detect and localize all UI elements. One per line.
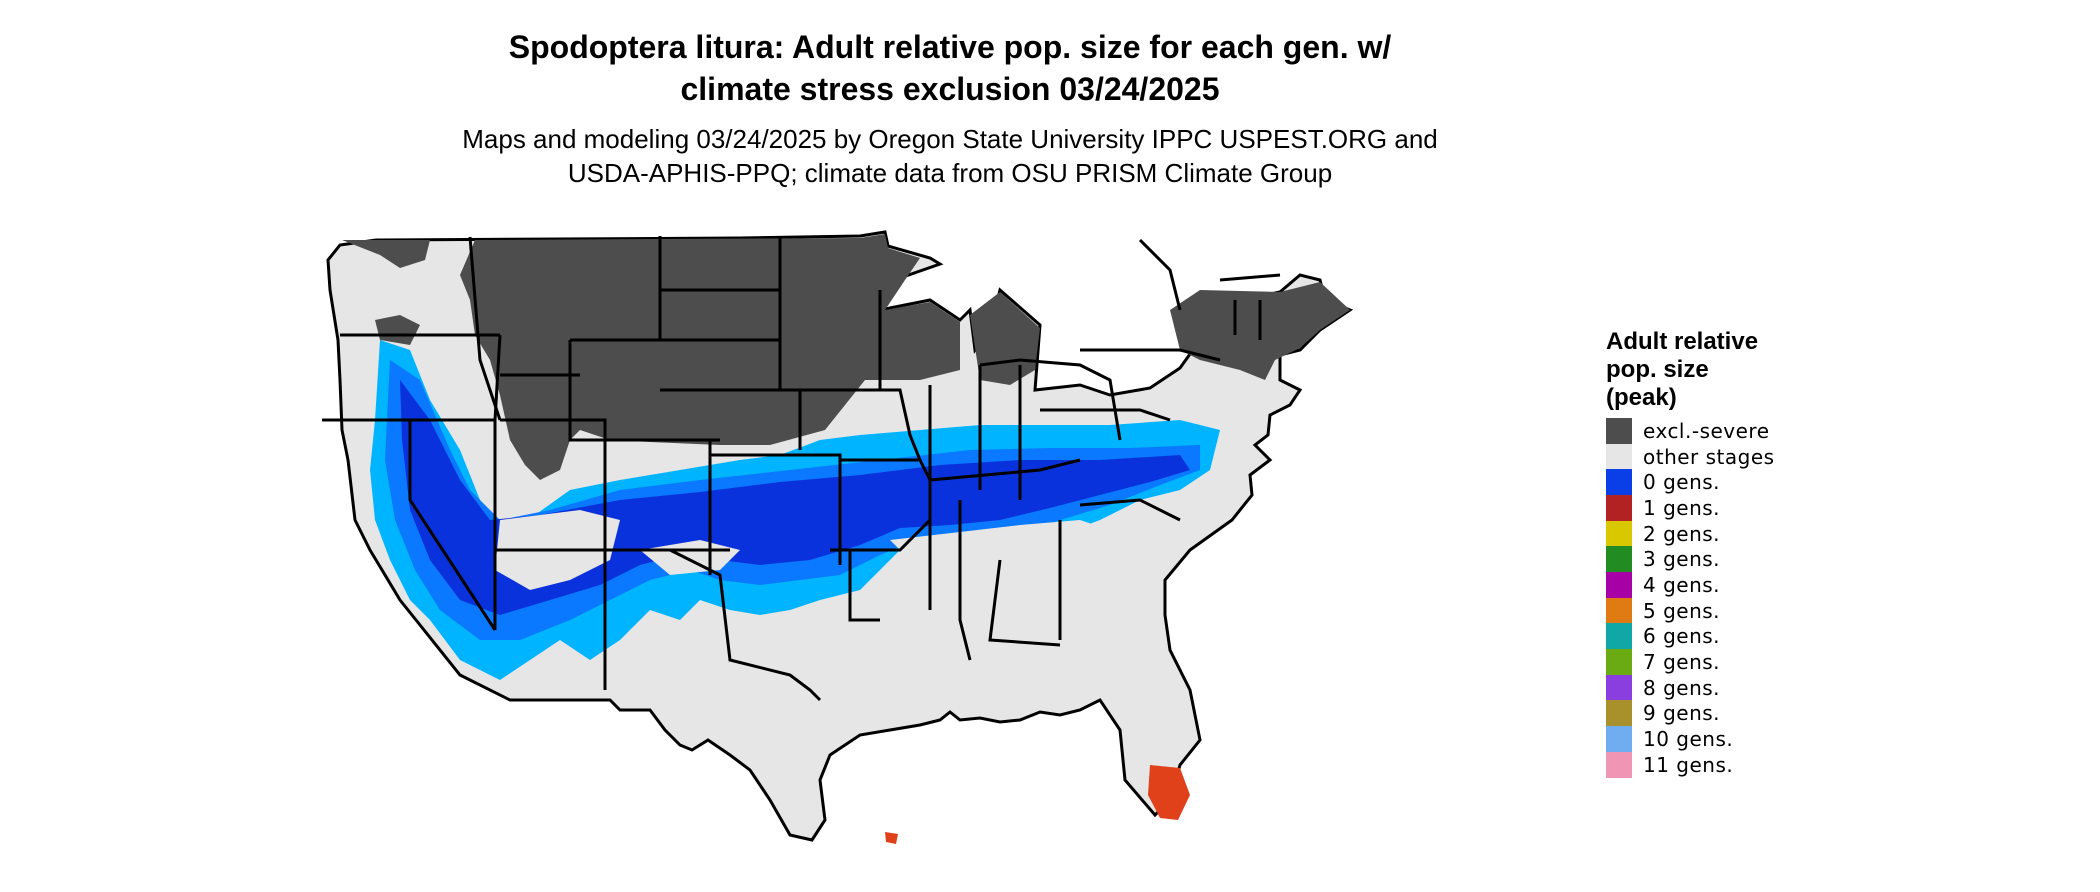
legend: Adult relative pop. size (peak) excl.-se…: [1606, 328, 1906, 778]
legend-item: other stages: [1606, 443, 1906, 470]
legend-item: 1 gens.: [1606, 494, 1906, 521]
legend-title-line-2: pop. size: [1606, 356, 1709, 383]
us-map: [322, 230, 1354, 844]
legend-label: 5 gens.: [1643, 598, 1721, 623]
map-title: Spodoptera litura: Adult relative pop. s…: [330, 26, 1570, 110]
subtitle-line-2: USDA-APHIS-PPQ; climate data from OSU PR…: [567, 158, 1333, 188]
legend-label: 9 gens.: [1643, 701, 1721, 726]
legend-swatch: [1606, 494, 1632, 521]
legend-items: excl.-severe other stages 0 gens. 1 gens. 2 …: [1606, 417, 1906, 778]
legend-label: 8 gens.: [1643, 675, 1721, 700]
legend-label: 3 gens.: [1643, 547, 1721, 572]
legend-swatch: [1606, 597, 1632, 624]
legend-label: other stages: [1643, 444, 1775, 469]
legend-label: 6 gens.: [1643, 624, 1721, 649]
legend-swatch: [1606, 571, 1632, 598]
south-texas-spot: [885, 832, 898, 844]
legend-item: 0 gens.: [1606, 469, 1906, 496]
legend-title-line-3: (peak): [1606, 384, 1677, 411]
legend-label: 4 gens.: [1643, 572, 1721, 597]
legend-swatch: [1606, 469, 1632, 496]
legend-swatch: [1606, 649, 1632, 676]
legend-item: 3 gens.: [1606, 546, 1906, 573]
title-line-1: Spodoptera litura: Adult relative pop. s…: [508, 29, 1392, 65]
legend-swatch: [1606, 443, 1632, 470]
legend-item: 2 gens.: [1606, 520, 1906, 547]
legend-swatch: [1606, 751, 1632, 778]
legend-swatch: [1606, 546, 1632, 573]
legend-swatch: [1606, 520, 1632, 547]
legend-title-line-1: Adult relative: [1606, 328, 1759, 355]
legend-label: 11 gens.: [1643, 752, 1734, 777]
legend-item: 8 gens.: [1606, 674, 1906, 701]
legend-item: 7 gens.: [1606, 649, 1906, 676]
legend-label: 2 gens.: [1643, 521, 1721, 546]
legend-label: 1 gens.: [1643, 495, 1721, 520]
map-subtitle: Maps and modeling 03/24/2025 by Oregon S…: [330, 122, 1570, 190]
legend-item: excl.-severe: [1606, 417, 1906, 444]
legend-label: 10 gens.: [1643, 727, 1734, 752]
legend-label: excl.-severe: [1643, 418, 1770, 443]
legend-item: 5 gens.: [1606, 597, 1906, 624]
legend-item: 4 gens.: [1606, 571, 1906, 598]
title-line-2: climate stress exclusion 03/24/2025: [680, 71, 1220, 107]
legend-title: Adult relative pop. size (peak): [1606, 328, 1906, 412]
legend-item: 6 gens.: [1606, 623, 1906, 650]
legend-label: 0 gens.: [1643, 470, 1721, 495]
legend-item: 10 gens.: [1606, 726, 1906, 753]
legend-swatch: [1606, 623, 1632, 650]
state-borders: [322, 236, 1281, 702]
subtitle-line-1: Maps and modeling 03/24/2025 by Oregon S…: [462, 124, 1438, 154]
legend-swatch: [1606, 700, 1632, 727]
legend-label: 7 gens.: [1643, 650, 1721, 675]
legend-item: 9 gens.: [1606, 700, 1906, 727]
legend-swatch: [1606, 674, 1632, 701]
legend-swatch: [1606, 726, 1632, 753]
legend-item: 11 gens.: [1606, 751, 1906, 778]
legend-swatch: [1606, 417, 1632, 444]
south-florida-region: [1148, 765, 1190, 820]
